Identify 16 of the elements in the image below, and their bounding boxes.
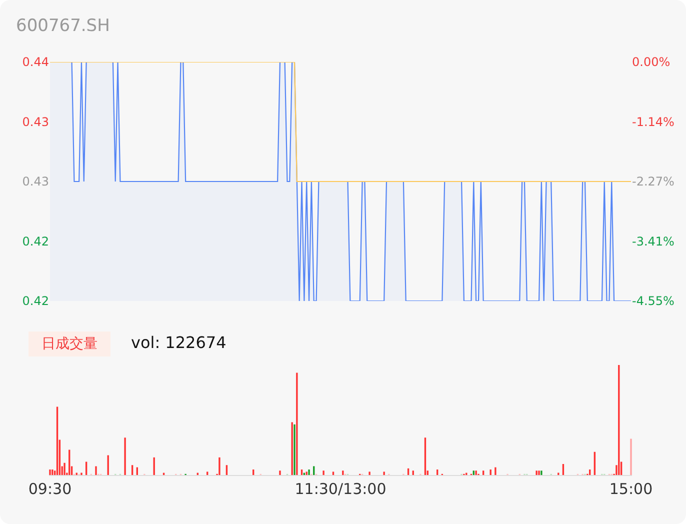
y2-tick-label: -3.41% <box>632 234 674 248</box>
y2-tick-label: -2.27% <box>632 174 674 188</box>
y2-tick-label: -1.14% <box>632 115 674 130</box>
y-tick-label: 0.43 <box>22 114 49 129</box>
y-tick-label: 0.44 <box>22 55 49 70</box>
y2-tick-label: -4.55% <box>632 294 674 308</box>
y-tick-label: 0.43 <box>22 174 49 189</box>
x-tick-label: 09:30 <box>28 480 72 498</box>
y2-tick-label: 0.00% <box>632 55 670 70</box>
chart-title: 日成交量 <box>42 336 98 352</box>
y-tick-label: 0.42 <box>22 234 49 248</box>
x-tick-label: 15:00 <box>609 480 653 498</box>
x-tick-label: 11:30/13:00 <box>294 480 386 498</box>
chart-title: 600767.SH <box>16 16 110 36</box>
chart-subtitle: vol: 122674 <box>131 333 226 352</box>
y-tick-label: 0.42 <box>22 294 49 308</box>
